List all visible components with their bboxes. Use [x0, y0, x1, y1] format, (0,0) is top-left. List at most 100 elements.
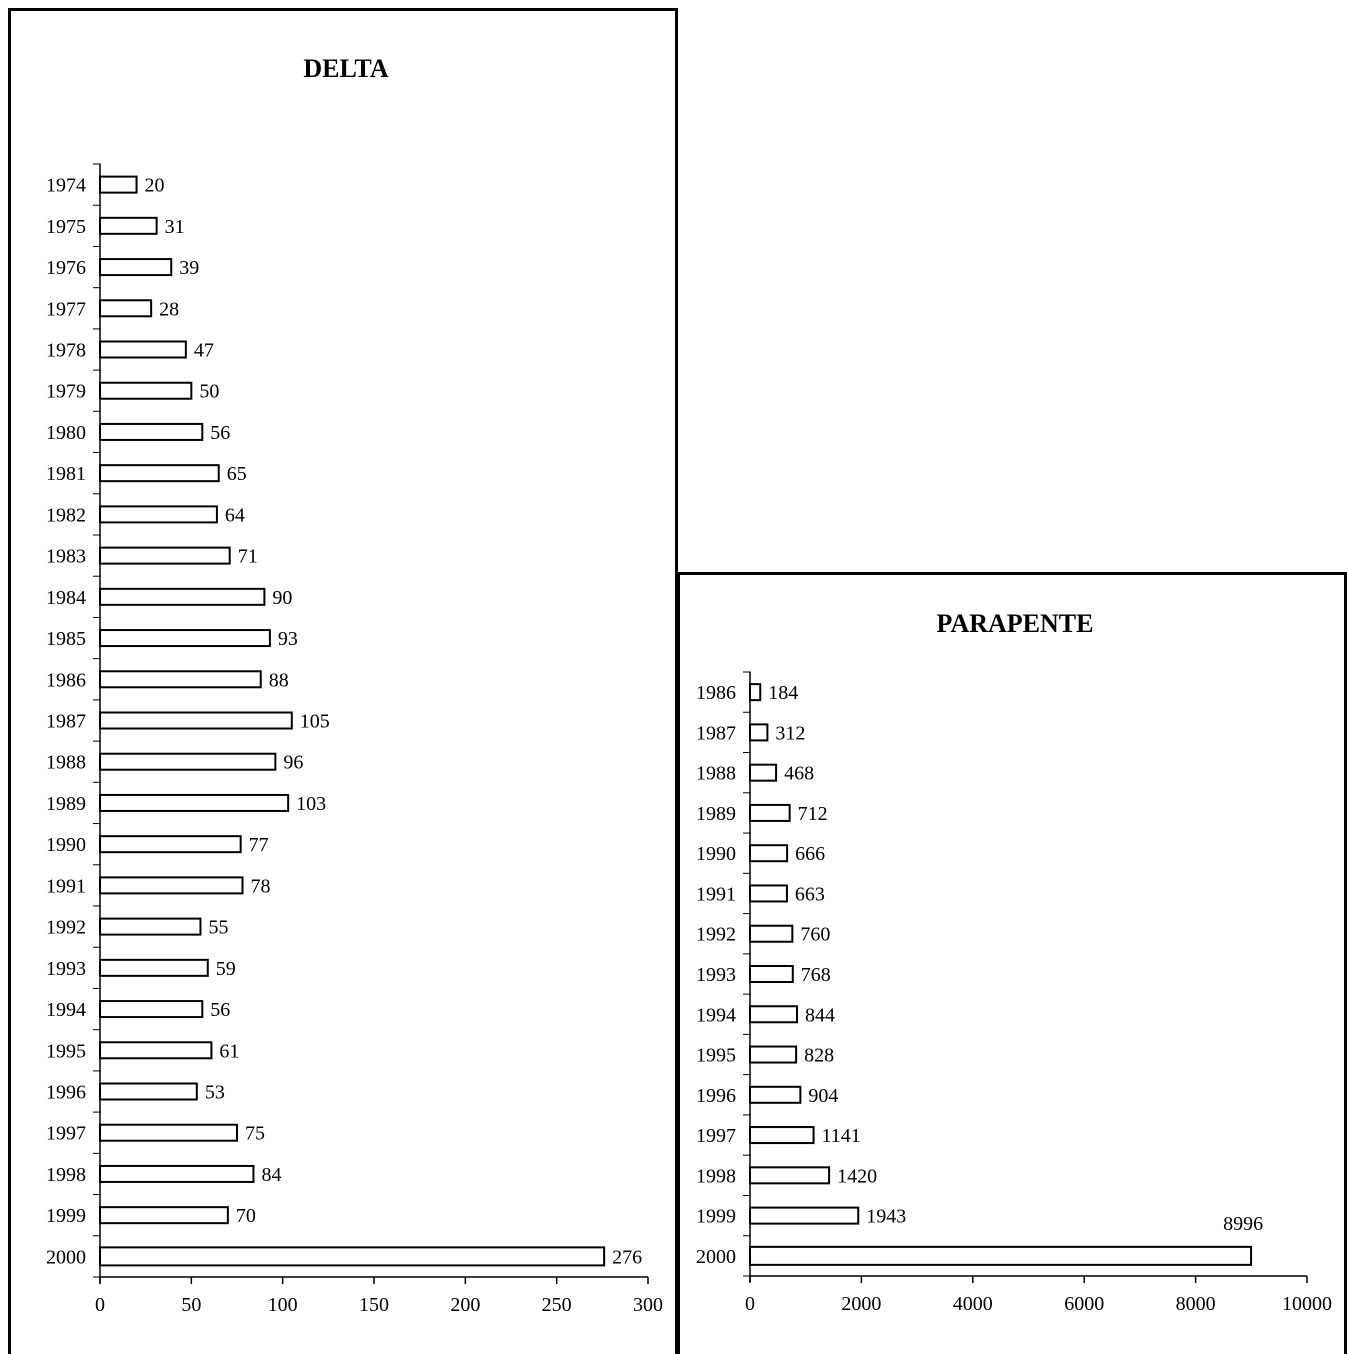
- delta-data-label: 56: [210, 422, 230, 444]
- delta-data-label: 276: [612, 1246, 642, 1268]
- parapente-data-label: 1141: [822, 1125, 861, 1147]
- delta-x-tick-label: 0: [95, 1294, 105, 1316]
- delta-data-label: 59: [216, 958, 236, 980]
- delta-x-tick-label: 300: [633, 1294, 663, 1316]
- parapente-bar: [749, 683, 762, 702]
- parapente-category-label: 2000: [696, 1246, 736, 1268]
- delta-data-label: 39: [179, 257, 199, 279]
- delta-data-label: 50: [199, 381, 219, 403]
- delta-title: DELTA: [303, 54, 388, 83]
- delta-data-label: 103: [296, 793, 326, 815]
- delta-bar: [99, 546, 231, 565]
- delta-data-label: 71: [238, 546, 258, 568]
- delta-data-label: 28: [159, 298, 179, 320]
- delta-bar: [99, 876, 244, 895]
- delta-data-label: 75: [245, 1123, 265, 1145]
- parapente-category-label: 1989: [696, 803, 736, 825]
- parapente-bar: [749, 884, 788, 903]
- parapente-category-label: 1997: [696, 1125, 736, 1147]
- delta-category-label: 1982: [46, 504, 86, 526]
- delta-category-label: 1977: [46, 298, 86, 320]
- delta-data-label: 96: [283, 752, 303, 774]
- delta-bar: [99, 258, 173, 277]
- delta-category-label: 1987: [46, 711, 86, 733]
- parapente-x-tick-label: 6000: [1064, 1293, 1104, 1315]
- delta-data-label: 105: [300, 711, 330, 733]
- parapente-chart-panel: PARAPENTE 0 2000 4000 6000 8000 10000 1986 184 1…: [677, 572, 1347, 1354]
- parapente-category-label: 1990: [696, 843, 736, 865]
- delta-data-label: 78: [250, 875, 270, 897]
- parapente-category-label: 1993: [696, 964, 736, 986]
- delta-bar: [99, 505, 218, 524]
- delta-category-label: 1978: [46, 340, 86, 362]
- delta-category-label: 1988: [46, 752, 86, 774]
- delta-category-label: 1992: [46, 917, 86, 939]
- delta-chart: DELTA 0 50 100 150 200 250 300 1974 20 1975 31 1976…: [46, 54, 663, 1316]
- delta-category-label: 2000: [46, 1246, 86, 1268]
- delta-category-label: 1995: [46, 1040, 86, 1062]
- parapente-bar: [749, 803, 791, 822]
- parapente-chart: PARAPENTE 0 2000 4000 6000 8000 10000 1986 184 1…: [696, 609, 1332, 1315]
- delta-category-label: 1984: [46, 587, 86, 609]
- delta-bar: [99, 711, 293, 730]
- delta-x-tick-label: 50: [181, 1294, 201, 1316]
- delta-data-label: 88: [269, 669, 289, 691]
- parapente-data-label: 312: [775, 722, 805, 744]
- delta-bar: [99, 587, 266, 606]
- delta-category-label: 1980: [46, 422, 86, 444]
- delta-x-tick-label: 150: [359, 1294, 389, 1316]
- parapente-bar: [749, 1245, 1253, 1266]
- parapente-bar: [749, 1085, 802, 1104]
- parapente-data-label: 184: [768, 682, 798, 704]
- parapente-bar: [749, 924, 794, 943]
- delta-data-label: 84: [261, 1164, 281, 1186]
- parapente-bar: [749, 763, 778, 782]
- parapente-data-label: 1943: [866, 1206, 906, 1228]
- parapente-data-label: 8996: [1223, 1213, 1263, 1235]
- delta-category-label: 1975: [46, 216, 86, 238]
- delta-category-label: 1974: [46, 175, 86, 197]
- delta-category-label: 1981: [46, 463, 86, 485]
- delta-bar: [99, 1123, 238, 1142]
- delta-bar: [99, 381, 193, 400]
- parapente-category-label: 1991: [696, 883, 736, 905]
- parapente-x-tick-label: 2000: [841, 1293, 881, 1315]
- delta-data-label: 47: [194, 340, 214, 362]
- delta-category-label: 1986: [46, 669, 86, 691]
- parapente-category-label: 1999: [696, 1206, 736, 1228]
- delta-data-label: 65: [227, 463, 247, 485]
- parapente-category-label: 1995: [696, 1045, 736, 1067]
- parapente-x-tick-label: 8000: [1176, 1293, 1216, 1315]
- parapente-x-tick-label: 4000: [953, 1293, 993, 1315]
- delta-category-label: 1996: [46, 1082, 86, 1104]
- parapente-data-label: 828: [804, 1045, 834, 1067]
- parapente-data-label: 663: [795, 883, 825, 905]
- parapente-data-label: 760: [800, 924, 830, 946]
- delta-bar: [99, 299, 153, 318]
- delta-x-tick-label: 250: [542, 1294, 572, 1316]
- parapente-data-label: 712: [798, 803, 828, 825]
- delta-bar: [99, 752, 277, 771]
- parapente-data-label: 904: [808, 1085, 838, 1107]
- delta-bar: [99, 1164, 255, 1183]
- parapente-bar: [749, 844, 789, 863]
- parapente-data-label: 468: [784, 763, 814, 785]
- parapente-data-label: 768: [801, 964, 831, 986]
- parapente-category-label: 1994: [696, 1004, 736, 1026]
- delta-data-label: 93: [278, 628, 298, 650]
- delta-category-label: 1989: [46, 793, 86, 815]
- delta-bar: [99, 1206, 229, 1225]
- parapente-bar: [749, 965, 794, 983]
- delta-bar: [99, 793, 290, 812]
- delta-bar: [99, 1041, 213, 1060]
- parapente-bar: [749, 1005, 799, 1024]
- parapente-category-label: 1996: [696, 1085, 736, 1107]
- delta-bar: [99, 422, 204, 441]
- delta-data-label: 31: [165, 216, 185, 238]
- delta-data-label: 20: [145, 175, 165, 197]
- delta-bar: [99, 340, 187, 359]
- delta-data-label: 61: [219, 1040, 239, 1062]
- delta-category-label: 1997: [46, 1123, 86, 1145]
- delta-data-label: 53: [205, 1082, 225, 1104]
- parapente-category-label: 1998: [696, 1165, 736, 1187]
